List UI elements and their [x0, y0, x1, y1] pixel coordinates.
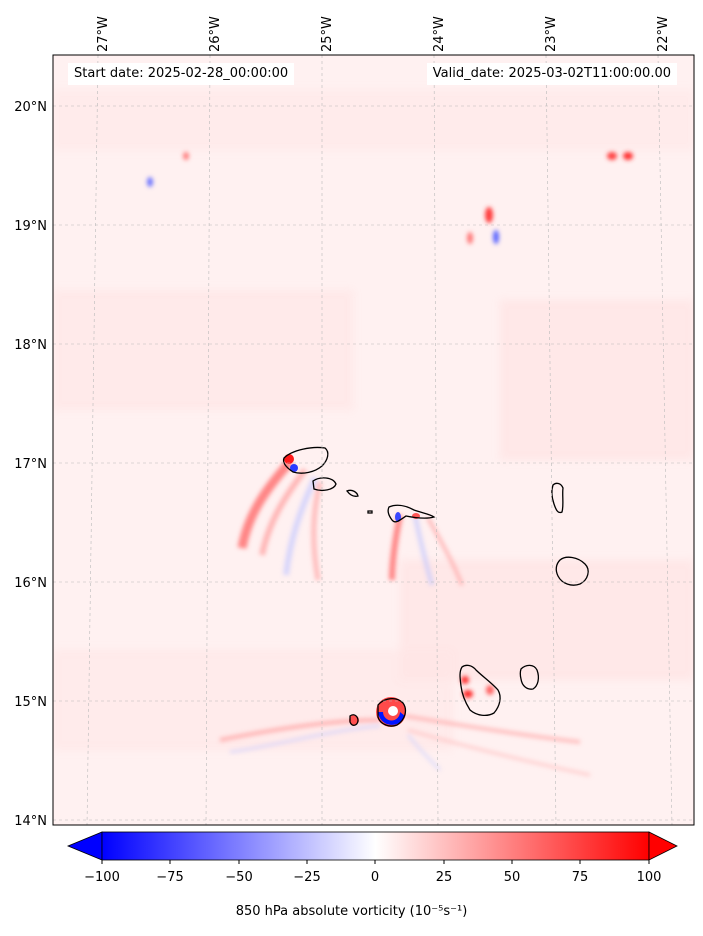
- colorbar-tick: −100: [84, 870, 120, 885]
- lon-label: 24°W: [432, 16, 447, 52]
- vorticity-field: [53, 55, 694, 825]
- colorbar-label: 850 hPa absolute vorticity (10⁻⁵s⁻¹): [235, 904, 468, 919]
- lat-label: 14°N: [14, 814, 47, 829]
- lat-label: 17°N: [14, 457, 47, 472]
- lat-label: 16°N: [14, 576, 47, 591]
- colorbar-tick: −50: [225, 870, 252, 885]
- colorbar-tick: 100: [637, 870, 662, 885]
- colorbar-body: [101, 831, 650, 861]
- lon-label: 23°W: [544, 16, 559, 52]
- valid-date-label: Valid_date: 2025-03-02T11:00:00.00: [426, 63, 677, 85]
- colorbar-extend-max: [648, 831, 678, 861]
- map-frame: [52, 54, 695, 826]
- colorbar-tick: 25: [436, 870, 453, 885]
- lon-label: 22°W: [656, 16, 671, 52]
- colorbar-extend-min: [66, 831, 103, 861]
- colorbar-tick: −25: [293, 870, 320, 885]
- lat-label: 19°N: [14, 219, 47, 234]
- colorbar-tick: 50: [504, 870, 521, 885]
- colorbar-tick: 75: [572, 870, 589, 885]
- lat-label: 18°N: [14, 338, 47, 353]
- longitude-labels: 27°W 26°W 25°W 24°W 23°W 22°W: [96, 16, 671, 52]
- colorbar-tick: −75: [156, 870, 183, 885]
- lon-label: 26°W: [208, 16, 223, 52]
- colorbar-tick: 0: [371, 870, 379, 885]
- colorbar: −100 −75 −50 −25 0 25 50 75 100: [66, 831, 678, 885]
- lat-label: 15°N: [14, 695, 47, 710]
- start-date-label: Start date: 2025-02-28_00:00:00: [68, 63, 295, 85]
- lat-label: 20°N: [14, 100, 47, 115]
- latitude-labels: 20°N 19°N 18°N 17°N 16°N 15°N 14°N: [14, 100, 47, 829]
- lon-label: 27°W: [96, 16, 111, 52]
- lon-label: 25°W: [320, 16, 335, 52]
